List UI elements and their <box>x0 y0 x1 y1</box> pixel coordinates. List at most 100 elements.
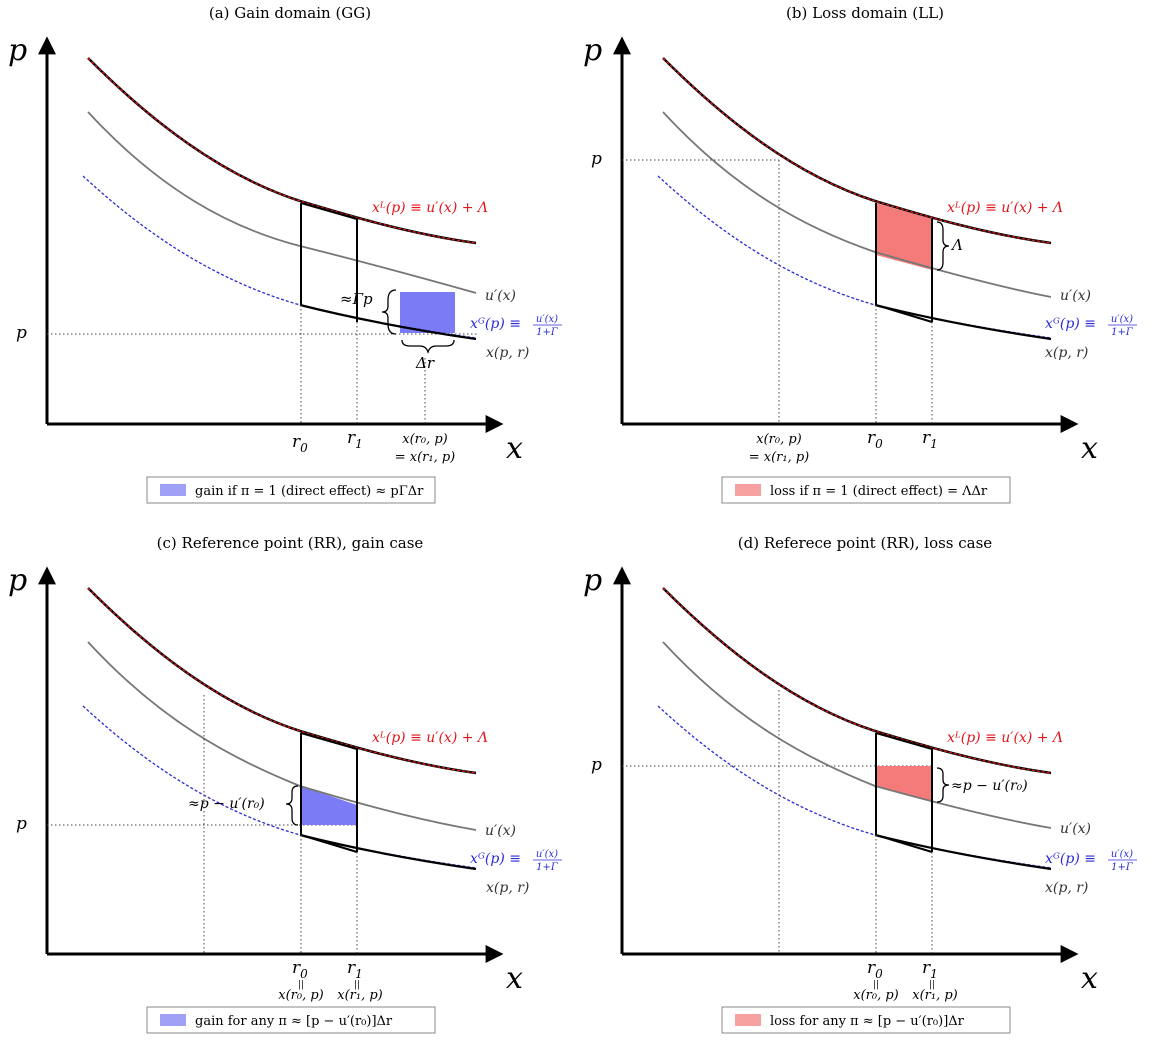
xG-frac-den: 1+Γ <box>1111 327 1134 338</box>
x-p-r-label: x(p, r) <box>486 880 529 896</box>
p-tick-label: p <box>591 755 602 775</box>
r1-label: r1 <box>922 428 938 451</box>
panel-a: (a) Gain domain (GG) p x p ≈Γp Δr xᴸ(p) … <box>8 4 562 504</box>
x-note-1: x(r₀, p) <box>756 432 802 447</box>
u-prime-label: u′(x) <box>485 288 516 304</box>
x-note-r0: x(r₀, p) <box>853 988 899 1003</box>
panel-c: (c) Reference point (RR), gain case p x … <box>8 534 562 1034</box>
u-prime-curve <box>87 641 477 831</box>
legend-text: gain for any π ≈ [p − u′(r₀)]Δr <box>195 1014 393 1029</box>
y-axis-label: p <box>583 563 602 598</box>
u-prime-label: u′(x) <box>1060 288 1091 304</box>
r-bracket-box <box>875 203 933 323</box>
legend-text: loss for any π ≈ [p − u′(r₀)]Δr <box>770 1014 965 1029</box>
xG-curve-blue <box>657 705 1052 869</box>
xG-frac-den: 1+Γ <box>536 327 559 338</box>
panel-title: (d) Referece point (RR), loss case <box>738 534 993 552</box>
xL-label: xᴸ(p) ≡ u′(x) + Λ <box>947 200 1063 216</box>
x-axis-label: x <box>1081 961 1098 996</box>
x-note-r1: x(r₁, p) <box>337 988 383 1003</box>
p-tick-label: p <box>591 149 602 169</box>
panel-title: (c) Reference point (RR), gain case <box>157 534 424 552</box>
r1-equals-mark: || <box>354 980 360 990</box>
r0-label: r0 <box>292 958 308 981</box>
legend-box <box>146 1006 436 1034</box>
y-axis-label: p <box>583 33 602 68</box>
y-axis-label: p <box>8 563 27 598</box>
xG-frac-num: u′(x) <box>1111 314 1133 325</box>
xG-label: xᴳ(p) ≡ <box>470 851 521 867</box>
xL-label: xᴸ(p) ≡ u′(x) + Λ <box>372 730 488 746</box>
legend-swatch <box>735 1014 761 1026</box>
r1-equals-mark: || <box>929 980 935 990</box>
x-p-r-label: x(p, r) <box>1045 345 1088 361</box>
xL-curve-red <box>87 587 477 774</box>
r0-equals-mark: || <box>873 980 879 990</box>
p-tick-label: p <box>16 814 27 834</box>
p-minus-u-label: ≈p − u′(r₀) <box>188 796 265 812</box>
x-note-1: x(r₀, p) <box>402 432 448 447</box>
y-axis-label: p <box>8 33 27 68</box>
xG-frac-num: u′(x) <box>536 849 558 860</box>
gain-shaded-area <box>400 292 455 333</box>
panel-title: (b) Loss domain (LL) <box>786 4 944 22</box>
u-prime-label: u′(x) <box>485 823 516 839</box>
x-p-r-curve <box>874 833 1052 871</box>
r-bracket-box <box>300 202 358 322</box>
u-prime-label: u′(x) <box>1060 821 1091 837</box>
xL-label: xᴸ(p) ≡ u′(x) + Λ <box>947 730 1063 746</box>
lambda-label: Λ <box>950 236 963 254</box>
xG-curve-blue <box>82 705 477 869</box>
gamma-p-brace <box>381 289 397 335</box>
xG-frac-den: 1+Γ <box>536 862 559 873</box>
x-p-r-curve <box>874 303 1052 341</box>
xG-frac-num: u′(x) <box>1111 849 1133 860</box>
r0-label: r0 <box>292 432 308 455</box>
r0-equals-mark: || <box>298 980 304 990</box>
delta-r-label: Δr <box>415 354 435 372</box>
x-p-r-curve <box>299 303 477 341</box>
x-p-r-curve <box>299 833 477 871</box>
r-bracket-box <box>300 732 358 853</box>
loss-shaded-area <box>876 203 932 270</box>
xG-frac-num: u′(x) <box>536 314 558 325</box>
x-note-r1: x(r₁, p) <box>912 988 958 1003</box>
legend-box <box>721 1006 1011 1034</box>
xG-label: xᴳ(p) ≡ <box>1045 851 1096 867</box>
legend-swatch <box>735 484 761 496</box>
u-prime-curve <box>662 641 1052 829</box>
r0-label: r0 <box>867 428 883 451</box>
r0-label: r0 <box>867 958 883 981</box>
xG-label: xᴳ(p) ≡ <box>470 316 521 332</box>
x-p-r-label: x(p, r) <box>1045 880 1088 896</box>
delta-r-brace <box>401 339 455 355</box>
p-tick-label: p <box>16 323 27 343</box>
xL-curve-red <box>662 587 1052 774</box>
u-prime-curve <box>662 111 1052 298</box>
x-p-r-label: x(p, r) <box>486 345 529 361</box>
gain-shaded-area <box>301 786 357 825</box>
xG-label: xᴳ(p) ≡ <box>1045 316 1096 332</box>
r-bracket-box <box>875 732 933 853</box>
panel-b: (b) Loss domain (LL) p x p Λ xᴸ(p) ≡ u′(… <box>583 4 1137 504</box>
loss-shaded-area <box>876 766 932 802</box>
legend-text: gain if π = 1 (direct effect) ≈ pΓΔr <box>195 484 424 499</box>
x-axis-label: x <box>506 961 523 996</box>
xG-curve-blue <box>657 175 1052 339</box>
x-note-2: = x(r₁, p) <box>749 450 810 465</box>
x-note-r0: x(r₀, p) <box>278 988 324 1003</box>
xG-frac-den: 1+Γ <box>1111 862 1134 873</box>
legend-swatch <box>160 1014 186 1026</box>
u-prime-curve <box>87 111 477 294</box>
p-minus-u-brace <box>285 785 299 826</box>
lambda-brace <box>936 221 950 271</box>
r1-label: r1 <box>922 958 938 981</box>
p-minus-u-label: ≈p − u′(r₀) <box>951 778 1028 794</box>
legend-box <box>146 476 436 504</box>
gamma-p-label: ≈Γp <box>340 290 373 308</box>
xL-curve-red <box>662 57 1052 244</box>
legend-text: loss if π = 1 (direct effect) = ΛΔr <box>770 484 988 499</box>
xL-curve-red <box>87 57 477 244</box>
legend-swatch <box>160 484 186 496</box>
r1-label: r1 <box>347 958 363 981</box>
